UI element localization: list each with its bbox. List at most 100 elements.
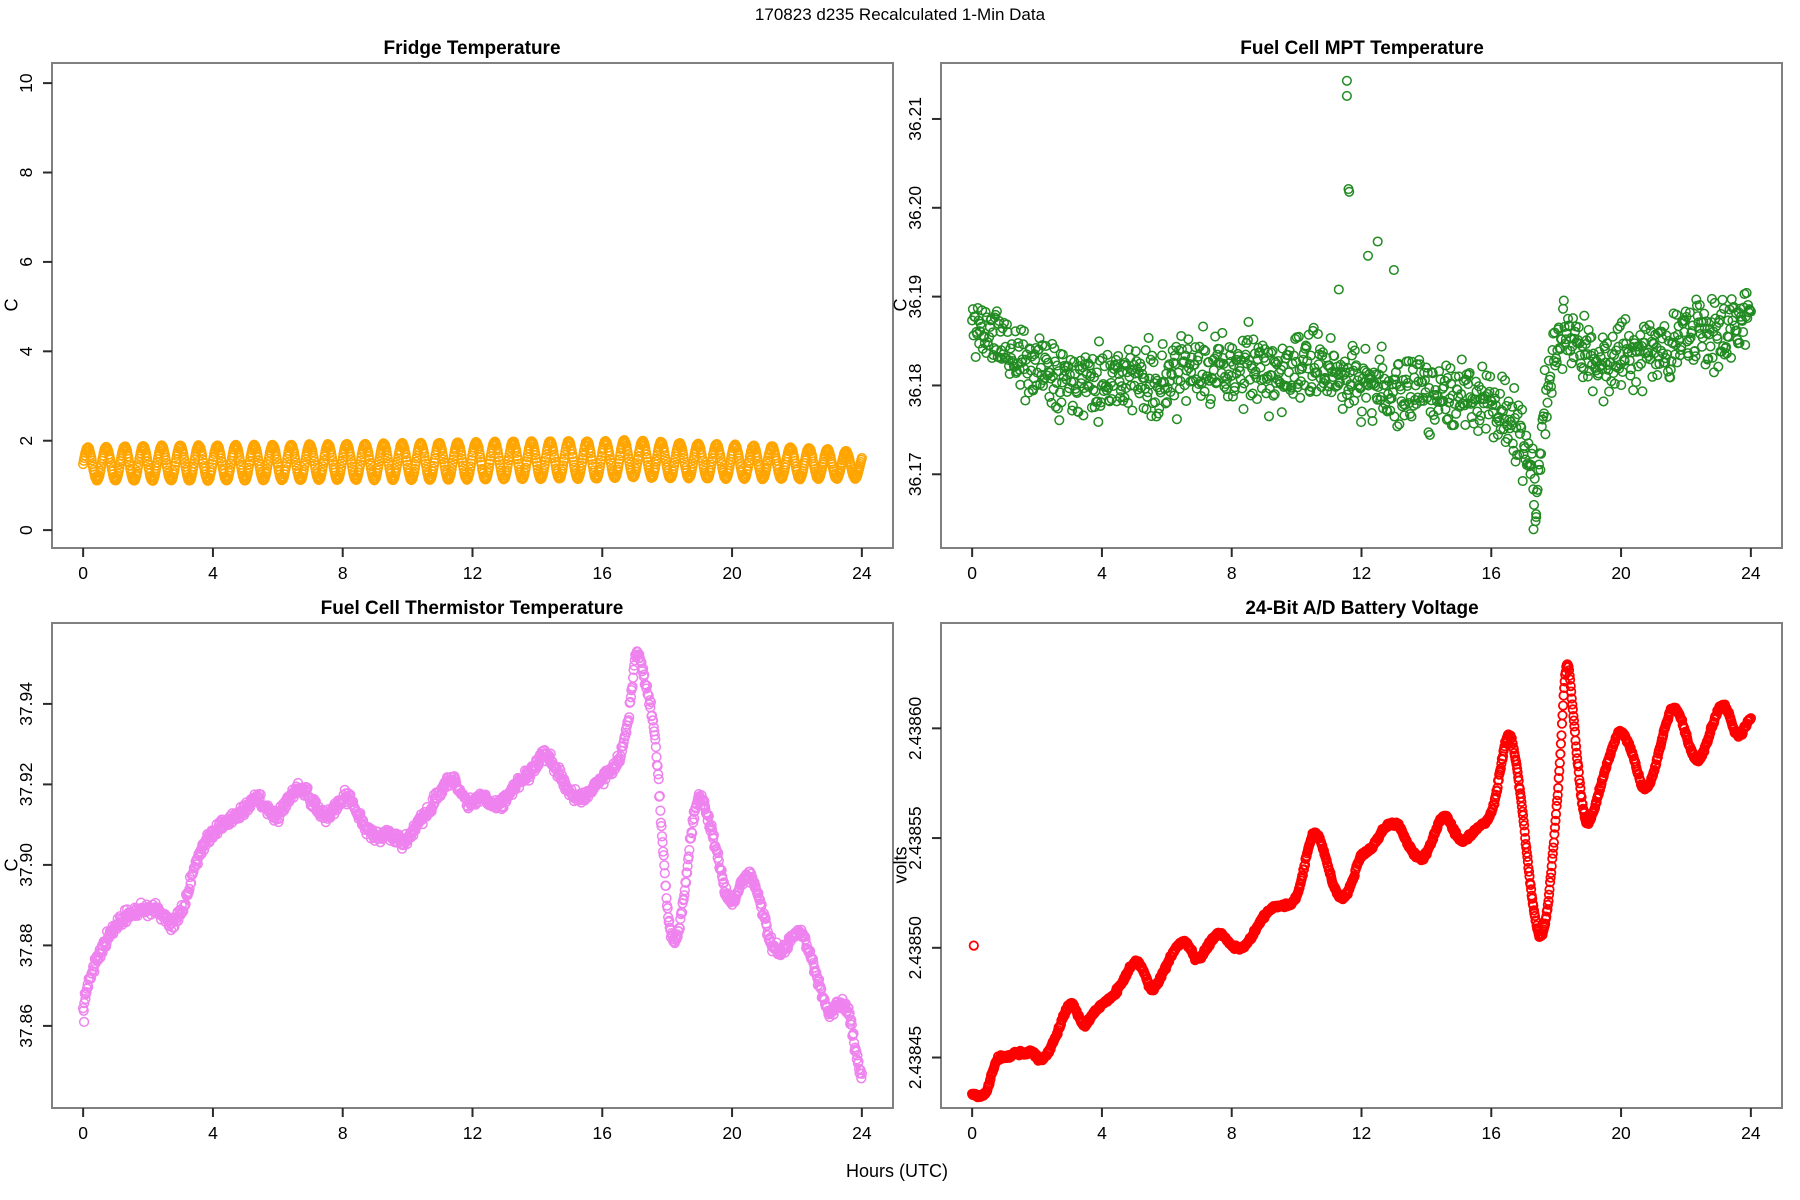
data-point xyxy=(657,837,668,848)
data-point xyxy=(585,448,596,459)
data-point xyxy=(520,462,531,473)
data-point xyxy=(400,449,411,460)
data-point xyxy=(1376,341,1387,352)
data-point xyxy=(655,805,666,816)
y-tick-label: 37.94 xyxy=(16,682,36,726)
data-points-fuel-cell-mpt-temperature xyxy=(967,75,1756,535)
data-points-fuel-cell-thermistor-temperature xyxy=(77,646,868,1084)
data-point xyxy=(336,461,347,472)
data-point xyxy=(1652,370,1663,381)
data-point xyxy=(1540,429,1551,440)
data-point xyxy=(641,449,652,460)
x-tick-label: 0 xyxy=(78,563,88,583)
data-point xyxy=(1607,331,1618,342)
data-point xyxy=(401,452,412,463)
data-point xyxy=(613,458,624,469)
data-point xyxy=(1542,397,1553,408)
data-point xyxy=(1394,419,1405,430)
data-point xyxy=(501,465,512,476)
y-tick-label: 0 xyxy=(16,525,36,535)
x-tick-label: 20 xyxy=(722,563,742,583)
x-tick-label: 0 xyxy=(967,1123,977,1143)
data-point xyxy=(1248,334,1259,345)
data-point xyxy=(989,343,1000,354)
data-point xyxy=(566,445,577,456)
data-point xyxy=(521,456,532,467)
data-point xyxy=(345,451,356,462)
data-point xyxy=(604,450,615,461)
y-tick-label: 8 xyxy=(16,168,36,178)
data-point xyxy=(1631,377,1642,388)
data-point xyxy=(1325,332,1336,344)
x-tick-label: 12 xyxy=(463,563,482,583)
y-tick-label: 36.20 xyxy=(905,186,925,230)
data-point xyxy=(632,458,643,469)
data-point xyxy=(235,456,246,467)
data-point xyxy=(281,461,292,472)
data-point xyxy=(761,462,772,473)
y-tick-label: 36.21 xyxy=(905,97,925,141)
data-point xyxy=(512,454,523,465)
data-point xyxy=(577,457,588,468)
data-point xyxy=(179,454,190,465)
plot-box xyxy=(940,62,1783,549)
data-point xyxy=(684,844,695,856)
data-point xyxy=(409,463,420,474)
y-tick-label: 37.92 xyxy=(16,762,36,806)
outlier-point xyxy=(1341,90,1352,101)
data-point xyxy=(1456,354,1467,365)
y-tick-label: 2.43845 xyxy=(905,1026,925,1089)
x-tick-label: 0 xyxy=(78,1123,88,1143)
data-point xyxy=(623,449,634,461)
data-point xyxy=(558,460,569,471)
data-point xyxy=(289,447,300,458)
data-point xyxy=(1276,407,1287,418)
y-tick-label: 2 xyxy=(16,436,36,446)
data-point xyxy=(539,459,550,470)
data-point xyxy=(1217,327,1228,338)
data-point xyxy=(1717,294,1728,305)
data-point xyxy=(1579,310,1590,321)
x-tick-label: 8 xyxy=(338,1123,348,1143)
data-point xyxy=(355,459,366,470)
y-tick-label: 10 xyxy=(16,73,36,93)
data-point xyxy=(1018,325,1029,337)
data-point xyxy=(290,453,301,465)
data-point xyxy=(160,455,171,466)
data-point xyxy=(1054,415,1065,426)
data-point xyxy=(298,464,309,475)
data-point xyxy=(309,456,320,467)
data-point xyxy=(438,454,449,465)
data-point xyxy=(1183,334,1194,345)
data-point xyxy=(1356,417,1367,428)
data-point xyxy=(1494,388,1506,399)
data-point xyxy=(1263,411,1275,422)
data-point xyxy=(1587,386,1598,397)
y-tick-label: 6 xyxy=(16,257,36,267)
data-point xyxy=(1181,395,1192,407)
data-point xyxy=(1517,475,1528,487)
data-point xyxy=(1127,405,1138,416)
x-tick-label: 4 xyxy=(208,1123,218,1143)
data-point xyxy=(548,446,559,457)
data-point xyxy=(86,455,97,466)
data-point xyxy=(1171,414,1182,425)
x-tick-label: 12 xyxy=(1352,563,1371,583)
y-tick-label: 37.88 xyxy=(16,923,36,967)
data-point xyxy=(105,454,116,465)
data-point xyxy=(436,444,447,455)
data-point xyxy=(678,453,689,464)
data-point xyxy=(502,458,513,470)
data-point xyxy=(1360,343,1371,354)
x-tick-label: 16 xyxy=(593,1123,612,1143)
data-point xyxy=(1243,316,1254,327)
data-point xyxy=(170,460,181,471)
x-tick-label: 20 xyxy=(1611,1123,1631,1143)
data-point xyxy=(987,327,998,338)
data-point xyxy=(1238,404,1249,415)
data-point xyxy=(1696,341,1708,352)
data-point xyxy=(252,452,263,463)
